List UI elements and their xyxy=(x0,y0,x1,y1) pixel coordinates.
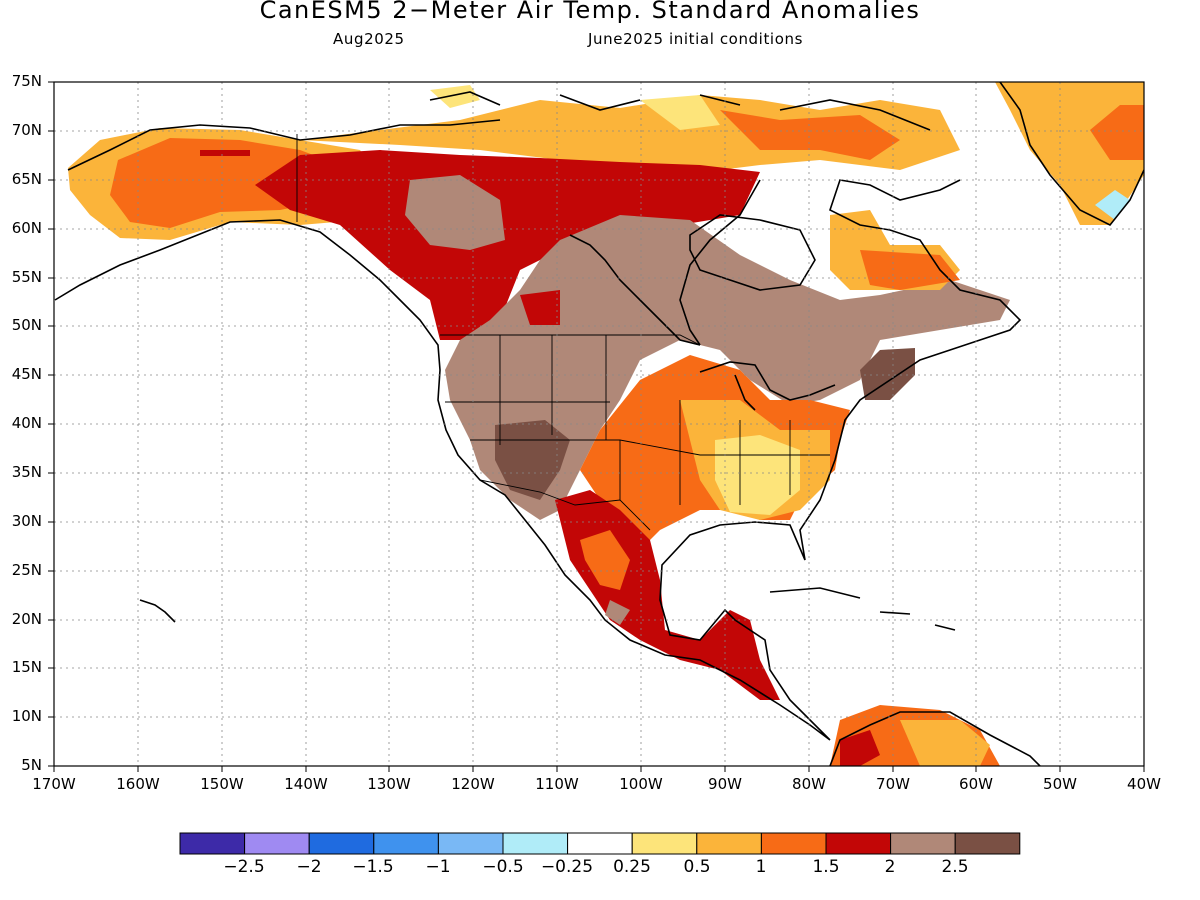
lon-label: 110W xyxy=(535,775,579,793)
legend-swatch xyxy=(567,832,633,855)
legend-swatch xyxy=(308,832,375,855)
lat-label: 15N xyxy=(11,658,42,676)
legend-label: 0.25 xyxy=(613,857,651,877)
lon-label: 160W xyxy=(116,775,160,793)
coastline-greenland xyxy=(999,82,1144,227)
lat-label: 25N xyxy=(11,561,42,579)
lat-label: 60N xyxy=(11,219,42,237)
central-canada-anomaly xyxy=(405,175,505,250)
lon-label: 170W xyxy=(32,775,76,793)
legend-label: −0.5 xyxy=(482,857,524,877)
lon-label: 60W xyxy=(959,775,993,793)
legend-label: 0.5 xyxy=(683,857,711,877)
coastline-south-america xyxy=(829,711,1041,766)
lat-label: 40N xyxy=(11,414,42,432)
lat-label: 45N xyxy=(11,365,42,383)
lat-label: 50N xyxy=(11,316,42,334)
lat-label: 75N xyxy=(11,72,42,90)
caribbean-islands xyxy=(769,587,956,631)
legend-label: −0.25 xyxy=(540,857,594,877)
legend-label: −1 xyxy=(425,857,451,877)
lat-label: 10N xyxy=(11,707,42,725)
us-state-lines xyxy=(445,335,830,505)
valid-month: Aug2025 xyxy=(333,30,405,48)
hudson-bay xyxy=(689,214,816,291)
lon-label: 140W xyxy=(284,775,328,793)
great-lakes xyxy=(699,361,836,411)
lon-label: 130W xyxy=(367,775,411,793)
legend-swatch xyxy=(760,832,827,855)
legend-label: −2.5 xyxy=(223,857,265,877)
hawaii xyxy=(139,599,176,623)
lon-label: 120W xyxy=(451,775,495,793)
canada-us-border xyxy=(440,334,701,346)
legend-label: −1.5 xyxy=(352,857,394,877)
lon-label: 70W xyxy=(876,775,910,793)
lon-label: 50W xyxy=(1043,775,1077,793)
lat-label: 20N xyxy=(11,610,42,628)
lat-label: 70N xyxy=(11,121,42,139)
map-shading xyxy=(68,82,1144,766)
lon-label: 80W xyxy=(792,775,826,793)
legend-swatch xyxy=(696,832,762,855)
lon-label: 40W xyxy=(1127,775,1161,793)
lat-label: 55N xyxy=(11,268,42,286)
legend-swatch xyxy=(373,832,439,855)
legend-label: 2 xyxy=(884,857,896,877)
axis-ticks xyxy=(48,81,1145,772)
legend-swatch xyxy=(825,832,892,855)
lat-label: 35N xyxy=(11,463,42,481)
legend-swatch xyxy=(244,832,310,855)
lon-label: 100W xyxy=(619,775,663,793)
legend-label: −2 xyxy=(296,857,322,877)
legend-swatch xyxy=(502,832,569,855)
initial-conditions: June2025 initial conditions xyxy=(588,30,803,48)
legend-swatch xyxy=(631,832,698,855)
legend-label: 1 xyxy=(755,857,767,877)
lat-label: 5N xyxy=(21,756,42,774)
political-boundaries xyxy=(296,134,830,531)
lat-label: 30N xyxy=(11,512,42,530)
legend-swatch xyxy=(954,832,1021,855)
legend-label: 1.5 xyxy=(812,857,840,877)
coastlines xyxy=(54,82,1144,766)
lon-label: 150W xyxy=(200,775,244,793)
northeast-anomaly xyxy=(860,348,915,400)
canada-anomaly xyxy=(255,150,760,340)
us-mexico-border xyxy=(479,479,651,531)
lon-label: 90W xyxy=(708,775,742,793)
lat-label: 65N xyxy=(11,170,42,188)
arctic-islands xyxy=(429,91,931,131)
map-title: CanESM5 2−Meter Air Temp. Standard Anoma… xyxy=(259,0,921,24)
legend-swatch xyxy=(890,832,956,855)
graticule xyxy=(54,82,1144,766)
coastline-north-america xyxy=(54,119,1022,741)
legend-swatch xyxy=(437,832,504,855)
legend-swatch xyxy=(179,832,246,855)
legend-label: 2.5 xyxy=(941,857,969,877)
